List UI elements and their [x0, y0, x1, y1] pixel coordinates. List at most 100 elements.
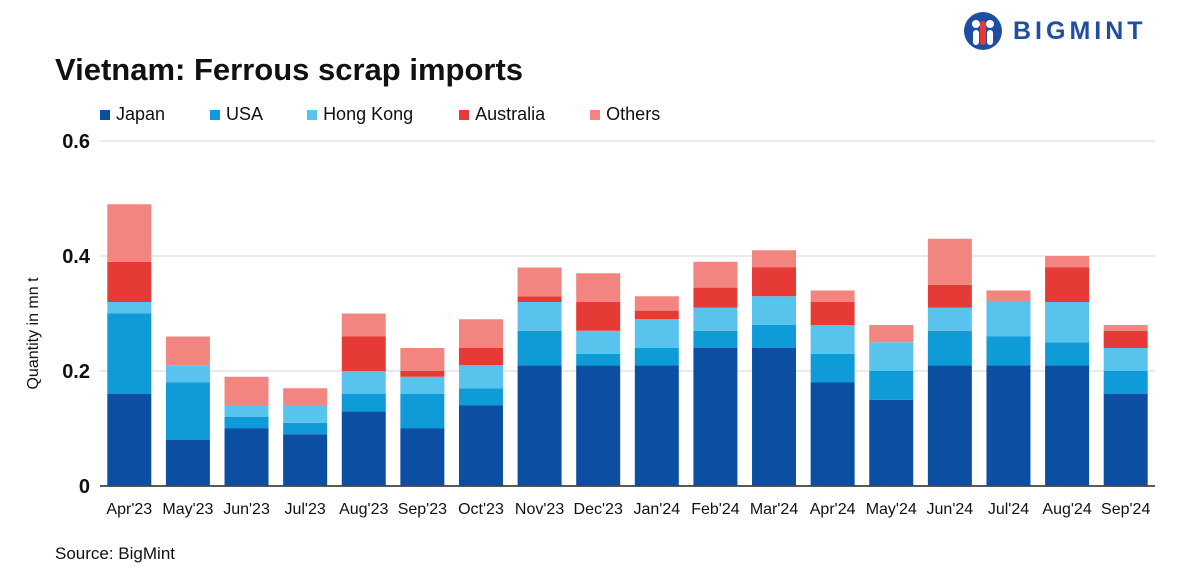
legend-swatch-hong-kong — [307, 109, 318, 120]
bar-segment-usa — [283, 422, 328, 435]
legend-item-australia: Australia — [459, 104, 545, 125]
bar-segment-japan — [517, 365, 562, 486]
bar-segment-japan — [1045, 365, 1090, 486]
bar-segment-usa — [107, 313, 152, 394]
bar-segment-japan — [107, 394, 152, 486]
x-tick-label: Jun'23 — [223, 501, 270, 518]
x-tick-label: Oct'23 — [458, 501, 504, 518]
bar-segment-usa — [634, 348, 679, 366]
legend-item-others: Others — [590, 104, 660, 125]
bar-segment-others — [341, 313, 386, 337]
legend-swatch-japan — [100, 109, 110, 120]
bar-segment-hong-kong — [752, 296, 797, 325]
y-tick-label: 0.6 — [62, 131, 90, 153]
legend-label-australia: Australia — [475, 104, 546, 124]
x-tick-label: Jul'23 — [284, 501, 325, 518]
x-tick-label: Feb'24 — [691, 501, 740, 518]
bar-segment-hong-kong — [693, 307, 738, 331]
y-tick-label: 0.4 — [62, 246, 91, 268]
bar-segment-hong-kong — [869, 342, 914, 371]
bar-segment-hong-kong — [927, 307, 972, 331]
source-note: Source: BigMint — [55, 544, 175, 563]
bar-segment-japan — [869, 399, 914, 486]
bar-segment-hong-kong — [576, 330, 621, 354]
bar-segment-hong-kong — [283, 405, 328, 423]
y-axis-title: Quantity in mn t — [25, 277, 42, 390]
legend-item-japan: Japan — [100, 104, 165, 125]
bar-segment-others — [458, 319, 503, 348]
x-tick-label: Sep'23 — [398, 501, 447, 518]
bar-segment-japan — [927, 365, 972, 486]
x-tick-label: Jan'24 — [633, 501, 680, 518]
legend-label-usa: USA — [226, 104, 264, 124]
x-tick-label: Aug'24 — [1042, 501, 1091, 518]
bar-segment-usa — [576, 353, 621, 366]
bar-segment-hong-kong — [810, 325, 855, 354]
bar-segment-usa — [341, 394, 386, 412]
bar-segment-others — [1045, 256, 1090, 268]
bar-segment-japan — [752, 348, 797, 486]
bar-segment-others — [693, 261, 738, 288]
x-tick-label: Jun'24 — [927, 501, 974, 518]
bar-segment-others — [576, 273, 621, 302]
chart-title: Vietnam: Ferrous scrap imports — [55, 52, 524, 87]
bar-segment-australia — [576, 302, 621, 331]
bar-segment-usa — [400, 394, 445, 429]
bar-segment-japan — [576, 365, 621, 486]
chart-legend: Japan USA Hong Kong Australia Others — [100, 104, 660, 125]
bar-segment-australia — [517, 296, 562, 302]
legend-swatch-usa — [210, 109, 221, 120]
bar-segment-others — [927, 238, 972, 285]
bar-segment-others — [165, 336, 210, 366]
bar-segment-hong-kong — [341, 371, 386, 394]
x-tick-label: Nov'23 — [515, 501, 564, 518]
bar-segment-hong-kong — [1045, 302, 1090, 343]
bar-segment-usa — [517, 330, 562, 366]
bar-segment-australia — [634, 310, 679, 320]
bar-segment-others — [224, 376, 269, 406]
x-tick-label: Mar'24 — [750, 501, 799, 518]
bar-segment-hong-kong — [1103, 348, 1148, 371]
brand-name: BIGMINT — [1013, 16, 1147, 45]
bigmint-logo-icon — [964, 12, 1002, 50]
legend-item-usa: USA — [210, 104, 263, 125]
bar-segment-hong-kong — [224, 405, 269, 417]
bar-segment-usa — [1045, 342, 1090, 366]
bar-segment-others — [869, 325, 914, 343]
bar-segment-australia — [752, 267, 797, 297]
bar-segment-usa — [224, 417, 269, 429]
x-tick-label: May'24 — [866, 501, 917, 518]
x-tick-label: Aug'23 — [339, 501, 388, 518]
legend-label-japan: Japan — [116, 104, 166, 124]
bar-segment-australia — [927, 284, 972, 308]
bar-segment-australia — [341, 336, 386, 371]
bar-segment-japan — [1103, 394, 1148, 486]
bar-segment-hong-kong — [986, 302, 1031, 337]
bar-segment-others — [517, 267, 562, 297]
bar-segment-australia — [400, 371, 445, 377]
bar-segment-japan — [341, 411, 386, 486]
bar-segment-usa — [1103, 371, 1148, 394]
bar-segment-hong-kong — [634, 319, 679, 348]
bar-segment-japan — [400, 428, 445, 486]
x-tick-label: Jul'24 — [988, 501, 1029, 518]
bar-segment-japan — [224, 428, 269, 486]
brand-logo: BIGMINT — [963, 11, 1147, 51]
bar-segment-japan — [634, 365, 679, 486]
bar-segment-others — [986, 290, 1031, 302]
y-tick-label: 0.2 — [62, 361, 90, 383]
x-tick-label: May'23 — [162, 501, 213, 518]
bar-segment-japan — [986, 365, 1031, 486]
bar-segment-australia — [107, 261, 152, 302]
bar-segment-others — [400, 348, 445, 371]
bar-segment-usa — [693, 330, 738, 348]
bar-segment-others — [634, 296, 679, 311]
bar-segment-usa — [986, 336, 1031, 366]
bar-segment-hong-kong — [517, 302, 562, 331]
bar-segment-australia — [810, 302, 855, 325]
bar-segment-usa — [869, 371, 914, 400]
bar-segment-usa — [810, 353, 855, 383]
bar-segment-usa — [927, 330, 972, 366]
legend-item-hong-kong: Hong Kong — [307, 104, 413, 125]
